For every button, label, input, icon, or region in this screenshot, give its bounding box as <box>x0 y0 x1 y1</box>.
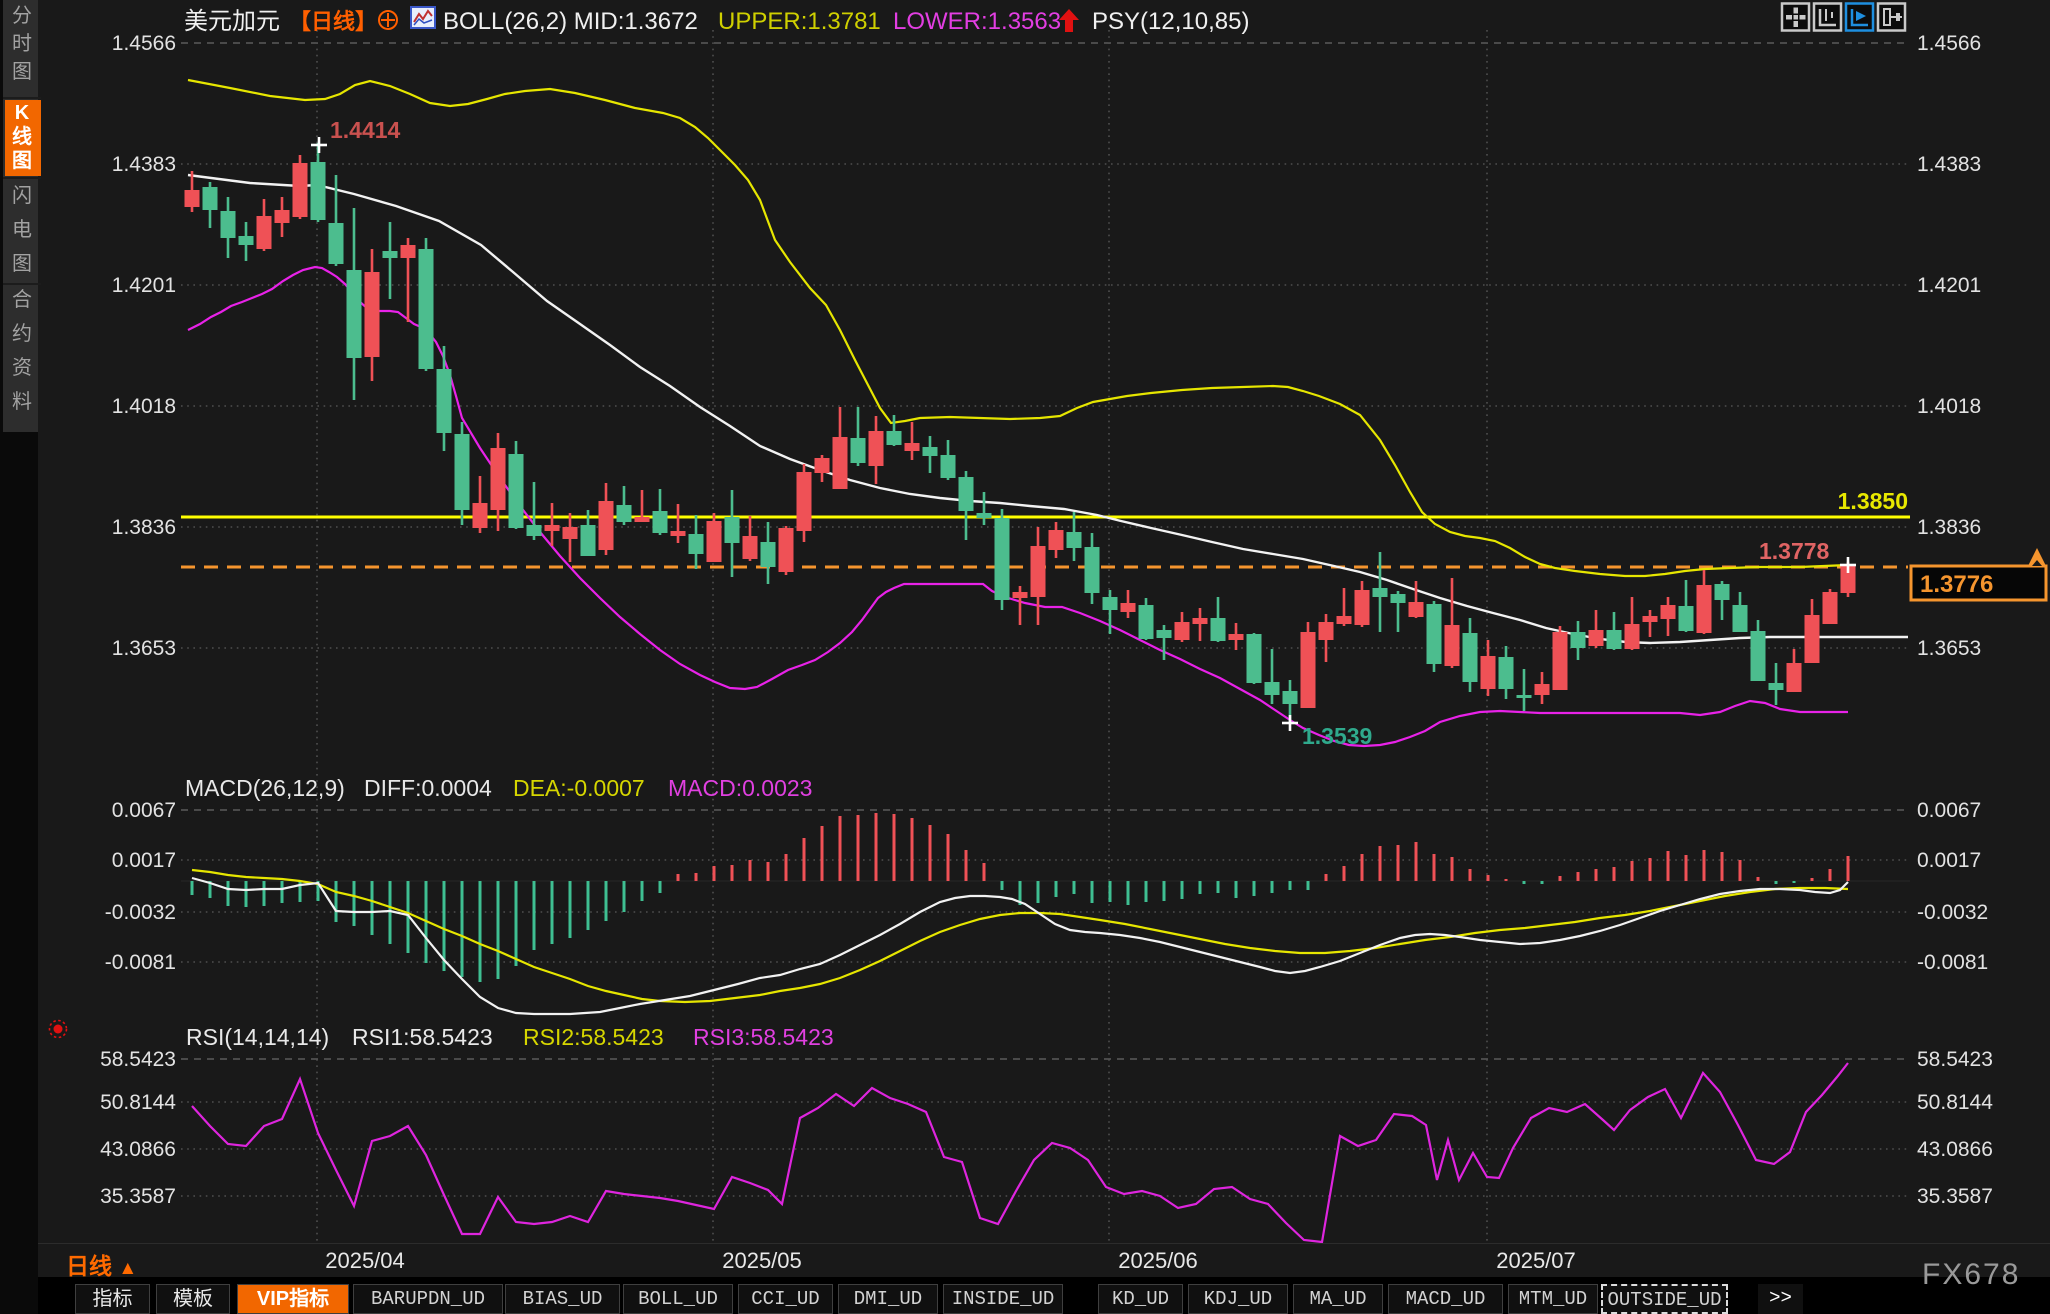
svg-text:2025/05: 2025/05 <box>722 1248 802 1273</box>
svg-text:50.8144: 50.8144 <box>100 1091 176 1114</box>
svg-text:1.3836: 1.3836 <box>112 516 176 539</box>
svg-text:1.4201: 1.4201 <box>112 274 176 297</box>
svg-text:MACD:0.0023: MACD:0.0023 <box>668 775 812 801</box>
svg-text:RSI2:58.5423: RSI2:58.5423 <box>523 1024 664 1050</box>
svg-text:1.3778: 1.3778 <box>1759 538 1830 564</box>
svg-text:1.3653: 1.3653 <box>112 637 176 660</box>
svg-text:35.3587: 35.3587 <box>1917 1185 1993 1208</box>
svg-text:1.4383: 1.4383 <box>112 153 176 176</box>
svg-text:RSI(14,14,14): RSI(14,14,14) <box>186 1024 329 1050</box>
svg-text:2025/04: 2025/04 <box>325 1248 405 1273</box>
svg-text:-0.0081: -0.0081 <box>1917 951 1988 974</box>
svg-text:-0.0032: -0.0032 <box>1917 901 1988 924</box>
svg-text:1.3653: 1.3653 <box>1917 637 1981 660</box>
svg-text:UPPER:1.3781: UPPER:1.3781 <box>718 8 881 35</box>
svg-text:【日线】: 【日线】 <box>289 9 377 34</box>
svg-text:35.3587: 35.3587 <box>100 1185 176 1208</box>
svg-text:LOWER:1.3563: LOWER:1.3563 <box>893 8 1061 35</box>
svg-text:58.5423: 58.5423 <box>1917 1048 1993 1071</box>
svg-text:1.3776: 1.3776 <box>1920 571 1993 598</box>
svg-text:RSI3:58.5423: RSI3:58.5423 <box>693 1024 834 1050</box>
svg-text:DIFF:0.0004: DIFF:0.0004 <box>364 775 492 801</box>
svg-text:0.0067: 0.0067 <box>1917 799 1981 822</box>
svg-text:1.3836: 1.3836 <box>1917 516 1981 539</box>
svg-text:PSY(12,10,85): PSY(12,10,85) <box>1092 8 1249 35</box>
svg-text:1.4414: 1.4414 <box>330 117 401 143</box>
svg-text:1.4018: 1.4018 <box>1917 395 1981 418</box>
svg-text:1.4566: 1.4566 <box>112 32 176 55</box>
svg-text:0.0017: 0.0017 <box>112 849 176 872</box>
svg-text:-0.0032: -0.0032 <box>105 901 176 924</box>
svg-text:50.8144: 50.8144 <box>1917 1091 1993 1114</box>
svg-text:1.4018: 1.4018 <box>112 395 176 418</box>
svg-text:DEA:-0.0007: DEA:-0.0007 <box>513 775 645 801</box>
svg-text:1.3850: 1.3850 <box>1838 488 1908 514</box>
svg-text:43.0866: 43.0866 <box>100 1138 176 1161</box>
svg-text:-0.0081: -0.0081 <box>105 951 176 974</box>
svg-text:43.0866: 43.0866 <box>1917 1138 1993 1161</box>
svg-text:1.4201: 1.4201 <box>1917 274 1981 297</box>
svg-text:1.4383: 1.4383 <box>1917 153 1981 176</box>
svg-text:2025/06: 2025/06 <box>1118 1248 1198 1273</box>
svg-text:0.0017: 0.0017 <box>1917 849 1981 872</box>
svg-text:1.3539: 1.3539 <box>1302 723 1372 749</box>
svg-text:1.4566: 1.4566 <box>1917 32 1981 55</box>
svg-text:0.0067: 0.0067 <box>112 799 176 822</box>
svg-text:BOLL(26,2) MID:1.3672: BOLL(26,2) MID:1.3672 <box>443 8 698 35</box>
svg-text:美元加元: 美元加元 <box>184 8 280 35</box>
svg-text:58.5423: 58.5423 <box>100 1048 176 1071</box>
svg-text:MACD(26,12,9): MACD(26,12,9) <box>185 775 345 801</box>
svg-text:2025/07: 2025/07 <box>1496 1248 1576 1273</box>
svg-text:RSI1:58.5423: RSI1:58.5423 <box>352 1024 493 1050</box>
